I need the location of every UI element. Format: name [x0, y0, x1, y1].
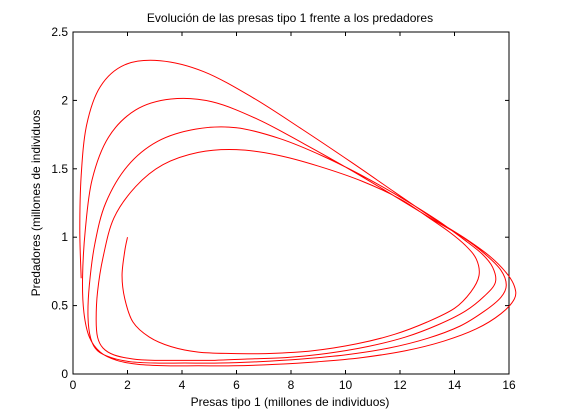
x-tick-label: 14: [448, 378, 462, 392]
x-axis-label: Presas tipo 1 (millones de individuos): [191, 395, 390, 409]
y-tick-label: 2.5: [51, 25, 68, 39]
y-tick-label: 0.5: [51, 299, 68, 313]
curve-layer: [79, 59, 517, 367]
y-tick-label: 1.5: [51, 162, 68, 176]
x-tick-label: 4: [179, 378, 186, 392]
y-tick-label: 0: [61, 367, 68, 381]
x-axis: 0 2 4 6 8 10 12 14 16: [70, 32, 516, 392]
y-tick-label: 2: [61, 93, 68, 107]
axes-box: [72, 31, 510, 375]
x-tick-label: 2: [124, 378, 131, 392]
plot-area: [72, 31, 517, 375]
chart-title: Evolución de las presas tipo 1 frente a …: [147, 11, 433, 25]
y-tick-label: 1: [61, 230, 68, 244]
y-axis-label: Predadores (millones de individuos: [29, 110, 43, 297]
x-tick-label: 16: [502, 378, 516, 392]
x-tick-label: 10: [339, 378, 353, 392]
y-axis: 0 0.5 1 1.5 2 2.5: [51, 25, 509, 381]
x-tick-label: 0: [70, 378, 77, 392]
x-tick-label: 6: [233, 378, 240, 392]
x-tick-label: 12: [393, 378, 407, 392]
x-tick-label: 8: [288, 378, 295, 392]
trajectory-line: [79, 59, 517, 367]
